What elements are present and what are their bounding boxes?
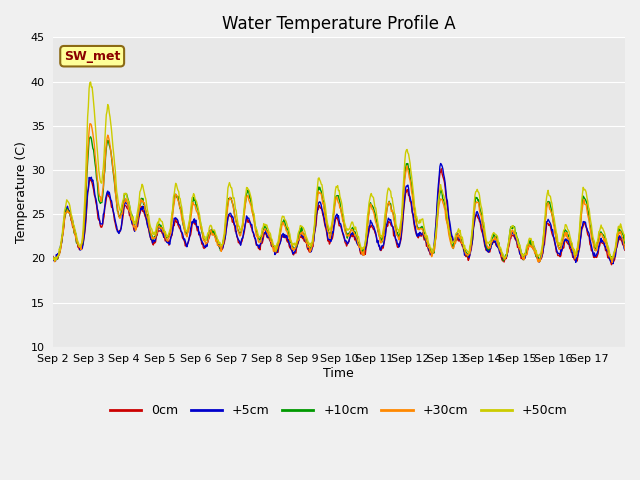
Text: SW_met: SW_met	[64, 50, 120, 63]
Legend: 0cm, +5cm, +10cm, +30cm, +50cm: 0cm, +5cm, +10cm, +30cm, +50cm	[105, 399, 573, 422]
Y-axis label: Temperature (C): Temperature (C)	[15, 141, 28, 243]
Title: Water Temperature Profile A: Water Temperature Profile A	[222, 15, 456, 33]
X-axis label: Time: Time	[323, 367, 354, 380]
